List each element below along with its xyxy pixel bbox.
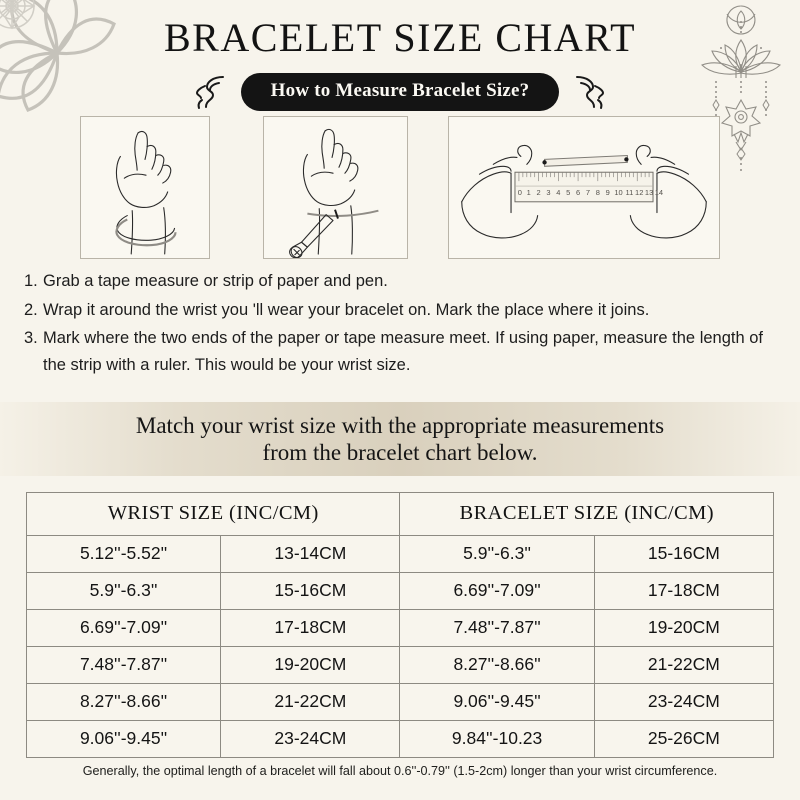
svg-text:12: 12 bbox=[635, 188, 643, 197]
table-row: 5.12''-5.52'' 13-14CM 5.9''-6.3'' 15-16C… bbox=[25, 535, 775, 573]
cell-bracelet-inch: 9.06''-9.45'' bbox=[399, 683, 595, 721]
svg-text:5: 5 bbox=[566, 188, 570, 197]
svg-text:13: 13 bbox=[645, 188, 653, 197]
banner-line-2: from the bracelet chart below. bbox=[262, 440, 538, 465]
header-wrist-size: WRIST SIZE (INC/CM) bbox=[25, 492, 401, 536]
illustration-hand-marking-strip bbox=[263, 116, 408, 259]
how-to-measure-badge: How to Measure Bracelet Size? bbox=[240, 73, 560, 111]
cell-bracelet-inch: 5.9''-6.3'' bbox=[399, 535, 595, 573]
cell-wrist-inch: 5.12''-5.52'' bbox=[25, 535, 222, 573]
cell-bracelet-cm: 21-22CM bbox=[593, 646, 775, 684]
svg-text:6: 6 bbox=[576, 188, 580, 197]
cell-wrist-cm: 21-22CM bbox=[220, 683, 401, 721]
cell-bracelet-cm: 15-16CM bbox=[593, 535, 775, 573]
svg-text:1: 1 bbox=[527, 188, 531, 197]
flourish-left-icon bbox=[195, 76, 224, 109]
svg-text:3: 3 bbox=[546, 188, 550, 197]
svg-text:4: 4 bbox=[556, 188, 560, 197]
cell-wrist-cm: 17-18CM bbox=[220, 609, 401, 647]
cell-bracelet-inch: 9.84''-10.23 bbox=[399, 720, 595, 758]
cell-bracelet-cm: 25-26CM bbox=[593, 720, 775, 758]
cell-wrist-cm: 23-24CM bbox=[220, 720, 401, 758]
cell-wrist-inch: 6.69''-7.09'' bbox=[25, 609, 222, 647]
cell-bracelet-cm: 23-24CM bbox=[593, 683, 775, 721]
illustration-hand-with-tape bbox=[80, 116, 210, 259]
mandala-ornament-icon bbox=[0, 0, 116, 112]
badge-row: How to Measure Bracelet Size? bbox=[0, 72, 800, 112]
table-row: 6.69''-7.09'' 17-18CM 7.48''-7.87'' 19-2… bbox=[25, 609, 775, 647]
step-number: 2. bbox=[24, 300, 38, 319]
svg-text:11: 11 bbox=[625, 188, 633, 197]
table-header-row: WRIST SIZE (INC/CM) BRACELET SIZE (INC/C… bbox=[25, 492, 774, 536]
match-size-banner: Match your wrist size with the appropria… bbox=[0, 402, 800, 476]
step-text: Mark where the two ends of the paper or … bbox=[43, 329, 763, 375]
table-row: 9.06''-9.45'' 23-24CM 9.84''-10.23 25-26… bbox=[25, 720, 775, 758]
cell-bracelet-cm: 17-18CM bbox=[593, 572, 775, 610]
cell-wrist-cm: 15-16CM bbox=[220, 572, 401, 610]
table-row: 7.48''-7.87'' 19-20CM 8.27''-8.66'' 21-2… bbox=[25, 646, 775, 684]
step-text: Grab a tape measure or strip of paper an… bbox=[43, 272, 388, 290]
svg-text:7: 7 bbox=[586, 188, 590, 197]
instruction-step: 3. Mark where the two ends of the paper … bbox=[24, 325, 780, 378]
table-row: 8.27''-8.66'' 21-22CM 9.06''-9.45'' 23-2… bbox=[25, 683, 775, 721]
cell-wrist-cm: 19-20CM bbox=[220, 646, 401, 684]
svg-text:2: 2 bbox=[537, 188, 541, 197]
table-row: 5.9''-6.3'' 15-16CM 6.69''-7.09'' 17-18C… bbox=[25, 572, 775, 610]
step-text: Wrap it around the wrist you 'll wear yo… bbox=[43, 300, 650, 319]
svg-text:0: 0 bbox=[518, 188, 522, 197]
svg-text:8: 8 bbox=[596, 188, 600, 197]
flourish-right-icon bbox=[576, 76, 605, 109]
instruction-steps: 1. Grab a tape measure or strip of paper… bbox=[24, 268, 780, 381]
cell-wrist-cm: 13-14CM bbox=[220, 535, 401, 573]
step-number: 1. bbox=[24, 272, 38, 290]
page-title: BRACELET SIZE CHART bbox=[163, 15, 637, 60]
cell-bracelet-inch: 8.27''-8.66'' bbox=[399, 646, 595, 684]
cell-wrist-inch: 7.48''-7.87'' bbox=[25, 646, 222, 684]
lotus-ornament-icon bbox=[701, 5, 781, 171]
cell-bracelet-cm: 19-20CM bbox=[593, 609, 775, 647]
svg-text:10: 10 bbox=[614, 188, 622, 197]
svg-text:9: 9 bbox=[606, 188, 610, 197]
banner-line-1: Match your wrist size with the appropria… bbox=[135, 412, 665, 438]
cell-bracelet-inch: 7.48''-7.87'' bbox=[399, 609, 595, 647]
instruction-step: 1. Grab a tape measure or strip of paper… bbox=[24, 268, 780, 295]
cell-wrist-inch: 9.06''-9.45'' bbox=[25, 720, 222, 758]
svg-text:14: 14 bbox=[655, 188, 663, 197]
instruction-step: 2. Wrap it around the wrist you 'll wear… bbox=[24, 297, 780, 324]
step-number: 3. bbox=[24, 329, 38, 348]
header-bracelet-size: BRACELET SIZE (INC/CM) bbox=[399, 492, 774, 536]
cell-wrist-inch: 5.9''-6.3'' bbox=[25, 572, 222, 610]
cell-wrist-inch: 8.27''-8.66'' bbox=[25, 683, 222, 721]
size-table: WRIST SIZE (INC/CM) BRACELET SIZE (INC/C… bbox=[25, 492, 775, 758]
footer-note: Generally, the optimal length of a brace… bbox=[82, 764, 718, 778]
cell-bracelet-inch: 6.69''-7.09'' bbox=[399, 572, 595, 610]
